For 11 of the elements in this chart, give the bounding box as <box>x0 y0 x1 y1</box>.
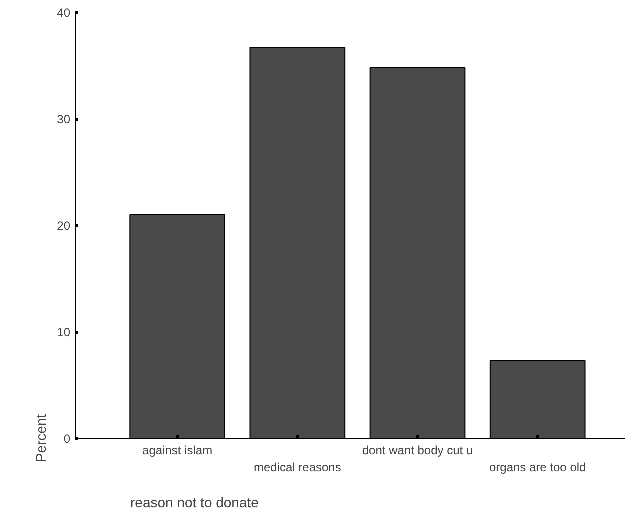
y-tick-label: 20 <box>57 219 71 233</box>
x-tick-label: organs are too old <box>489 460 586 474</box>
x-axis-title: reason not to donate <box>130 494 260 510</box>
y-tick-label: 30 <box>57 112 71 126</box>
y-axis-title: Percent <box>33 414 50 463</box>
y-tick-label: 0 <box>64 432 71 446</box>
x-tick-label: against islam <box>142 444 213 458</box>
y-tick-label: 10 <box>57 326 71 340</box>
x-tick-label: medical reasons <box>254 460 342 474</box>
x-tick-label: dont want body cut u <box>362 444 474 458</box>
y-tick-label: 40 <box>57 6 71 20</box>
